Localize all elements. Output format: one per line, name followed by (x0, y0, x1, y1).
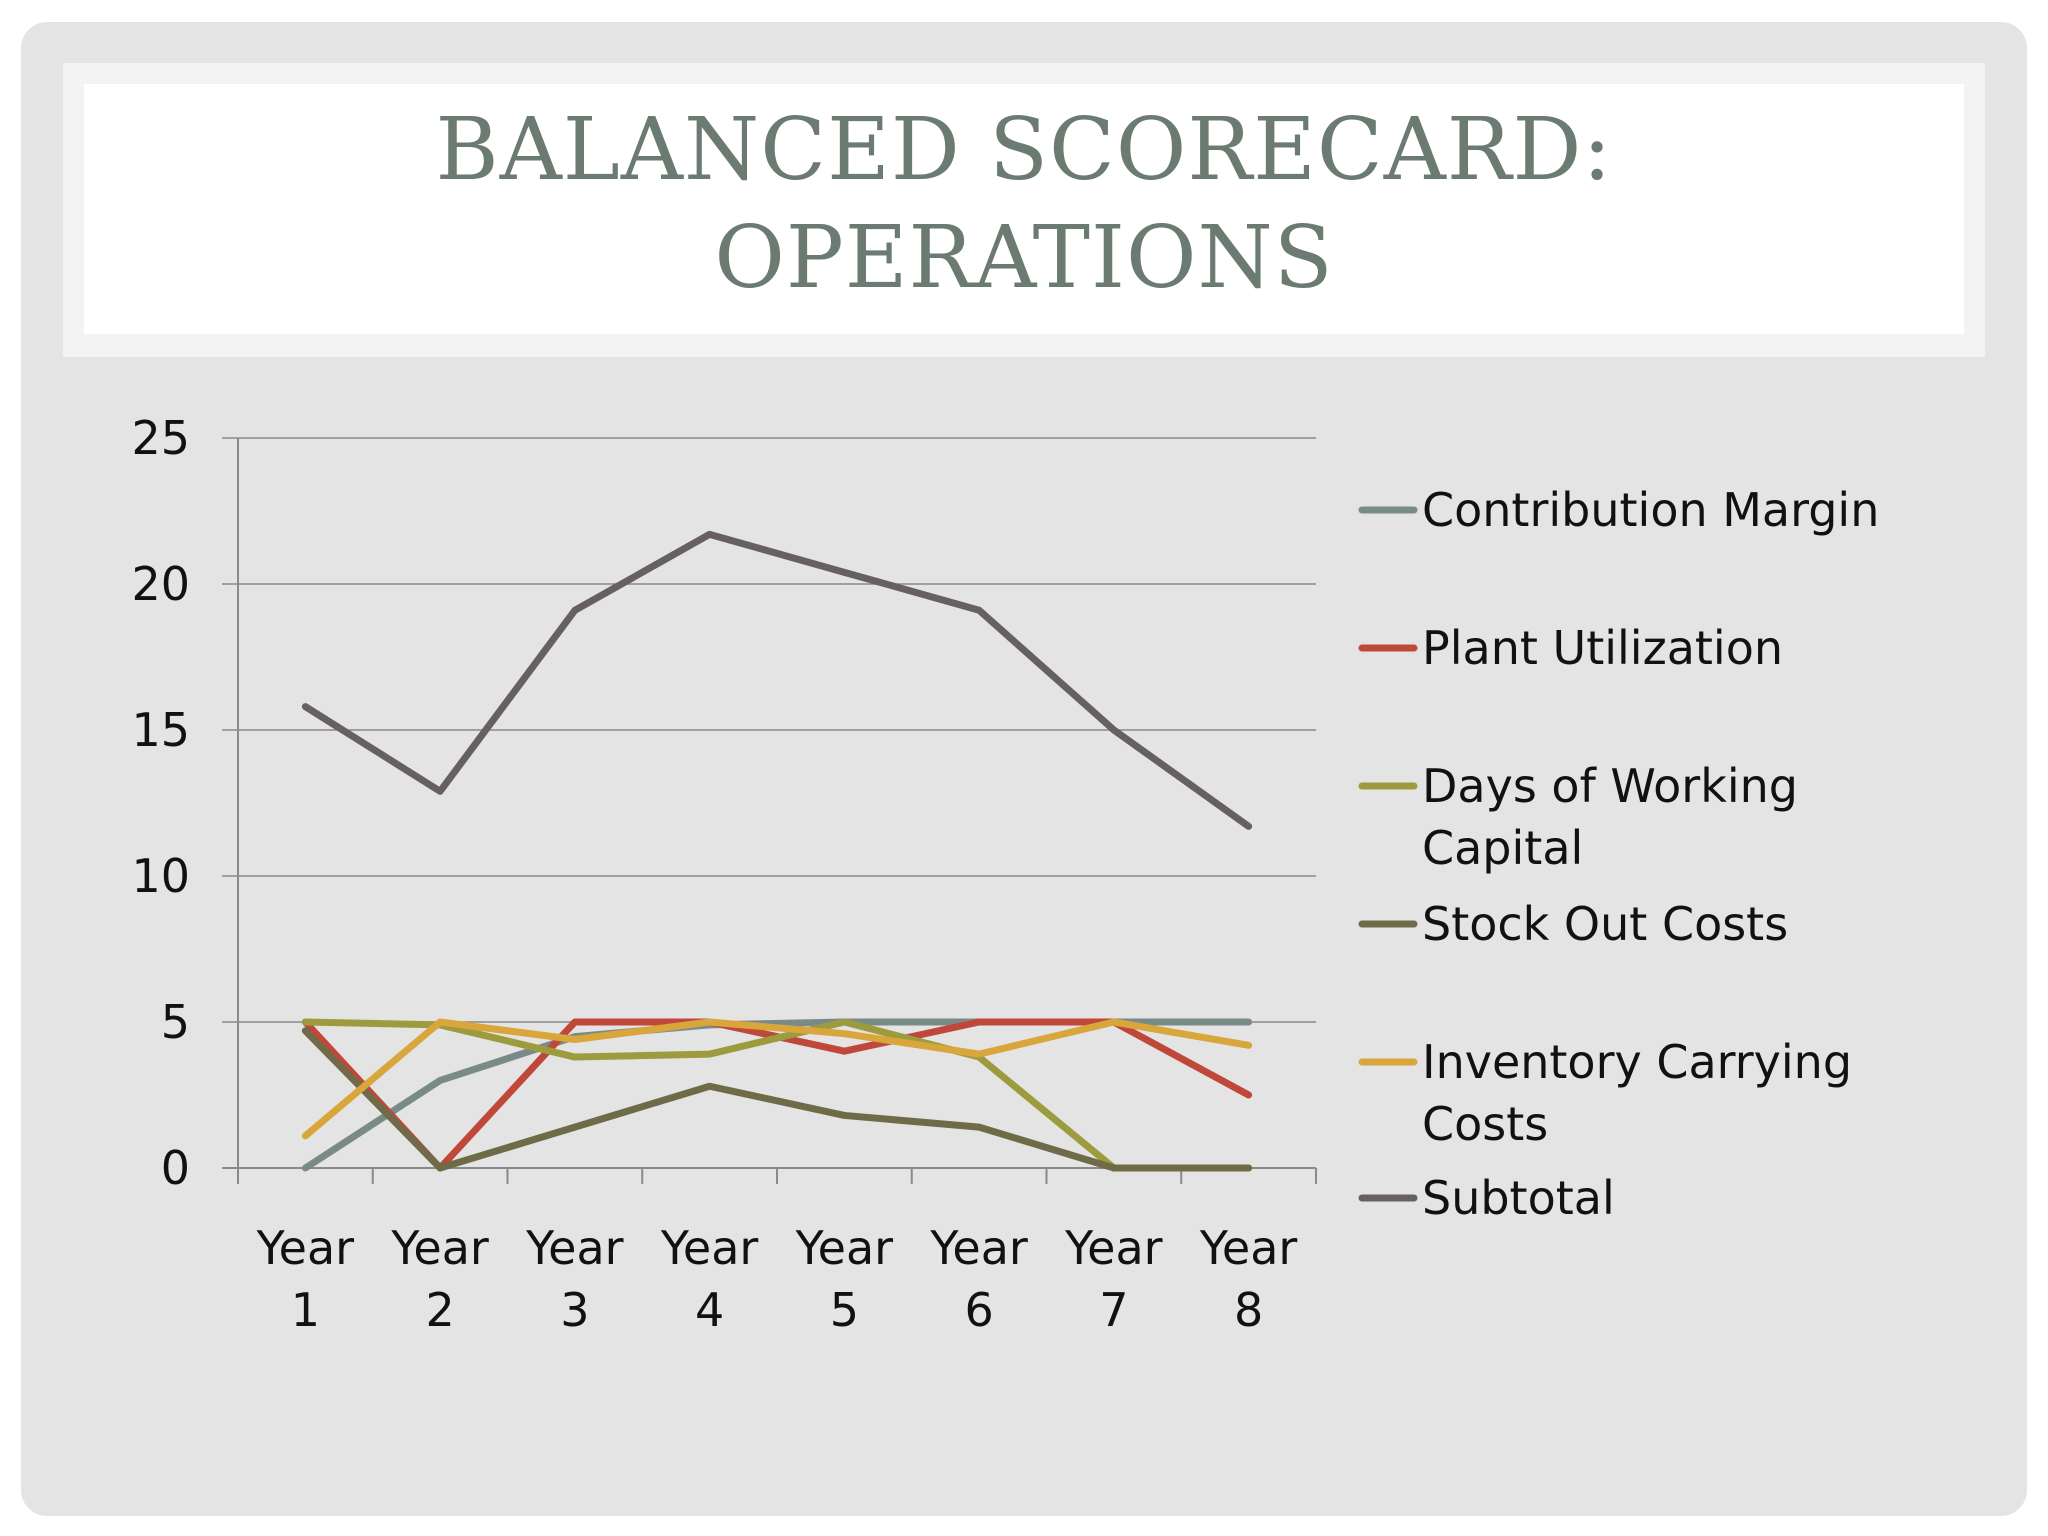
data-point (706, 1083, 713, 1090)
data-point (976, 1019, 983, 1025)
axes: 0 5 10 15 20 25 Year 1 Year 2 Year 3 Year 4 Year 5 Year 6… (131, 411, 1317, 1337)
series-line-inventory-carrying-costs (301, 1018, 1253, 1140)
data-point (976, 1051, 983, 1058)
data-point (437, 1165, 444, 1171)
series-lines (301, 530, 1253, 1172)
data-point (437, 788, 444, 795)
series-line-stock-out-costs (301, 1027, 1253, 1172)
legend-label: Subtotal (1422, 1171, 1615, 1225)
data-point (841, 1048, 848, 1055)
data-point (571, 607, 578, 614)
y-tick-label: 25 (131, 411, 190, 465)
data-point (706, 531, 713, 538)
data-point (302, 703, 309, 710)
data-point (976, 607, 983, 614)
gridlines (222, 437, 1316, 1023)
x-tick-label: Year 2 (390, 1221, 488, 1337)
x-tick-label: Year 1 (256, 1221, 354, 1337)
data-point (1245, 1092, 1252, 1098)
x-tick-label: Year 4 (660, 1221, 758, 1337)
y-tick-label: 0 (161, 1141, 190, 1195)
data-point (841, 1112, 848, 1119)
data-point (302, 1165, 309, 1171)
y-tick-label: 20 (131, 557, 190, 611)
data-point (1110, 1165, 1117, 1171)
page-title: BALANCED SCORECARD: OPERATIONS (84, 96, 1964, 312)
y-tick-label: 10 (131, 849, 190, 903)
data-point (302, 1132, 309, 1139)
x-tick-label: Year 8 (1199, 1221, 1297, 1337)
y-tick-label: 15 (131, 703, 190, 757)
data-point (437, 1019, 444, 1025)
data-point (1110, 1019, 1117, 1025)
data-point (1110, 727, 1117, 733)
data-point (841, 1019, 848, 1025)
title-line-1: BALANCED SCORECARD: (435, 100, 1613, 200)
legend-label: Days of Working Capital (1422, 759, 1798, 875)
legend: Contribution Margin Plant Utilization Days… (1358, 483, 1879, 1225)
x-tick-label: Year 6 (929, 1221, 1027, 1337)
x-tick-label: Year 5 (795, 1221, 893, 1337)
legend-label: Inventory Carrying Costs (1422, 1035, 1852, 1151)
data-point (1245, 823, 1252, 830)
data-point (1245, 1042, 1252, 1049)
y-tick-label: 5 (161, 995, 190, 1049)
data-point (437, 1077, 444, 1084)
title-panel (84, 84, 1964, 334)
x-tick-label: Year 7 (1064, 1221, 1162, 1337)
data-point (841, 569, 848, 576)
data-point (841, 1030, 848, 1037)
data-point (571, 1054, 578, 1061)
x-tick-label: Year 3 (525, 1221, 623, 1337)
title-line-2: OPERATIONS (714, 208, 1334, 308)
series-line-days-of-working-capital (301, 1018, 1253, 1172)
data-point (706, 1051, 713, 1058)
data-point (571, 1124, 578, 1131)
data-point (302, 1019, 309, 1025)
data-point (302, 1027, 309, 1034)
data-point (571, 1019, 578, 1025)
data-point (571, 1036, 578, 1043)
series-line-contribution-margin (301, 1018, 1253, 1172)
series-line-subtotal (301, 530, 1253, 830)
data-point (1245, 1019, 1252, 1025)
legend-label: Plant Utilization (1422, 621, 1783, 675)
legend-label: Contribution Margin (1422, 483, 1879, 537)
data-point (1245, 1165, 1252, 1171)
data-point (976, 1124, 983, 1131)
data-point (706, 1019, 713, 1025)
series-line-plant-utilization (301, 1018, 1253, 1172)
legend-label: Stock Out Costs (1422, 897, 1788, 951)
